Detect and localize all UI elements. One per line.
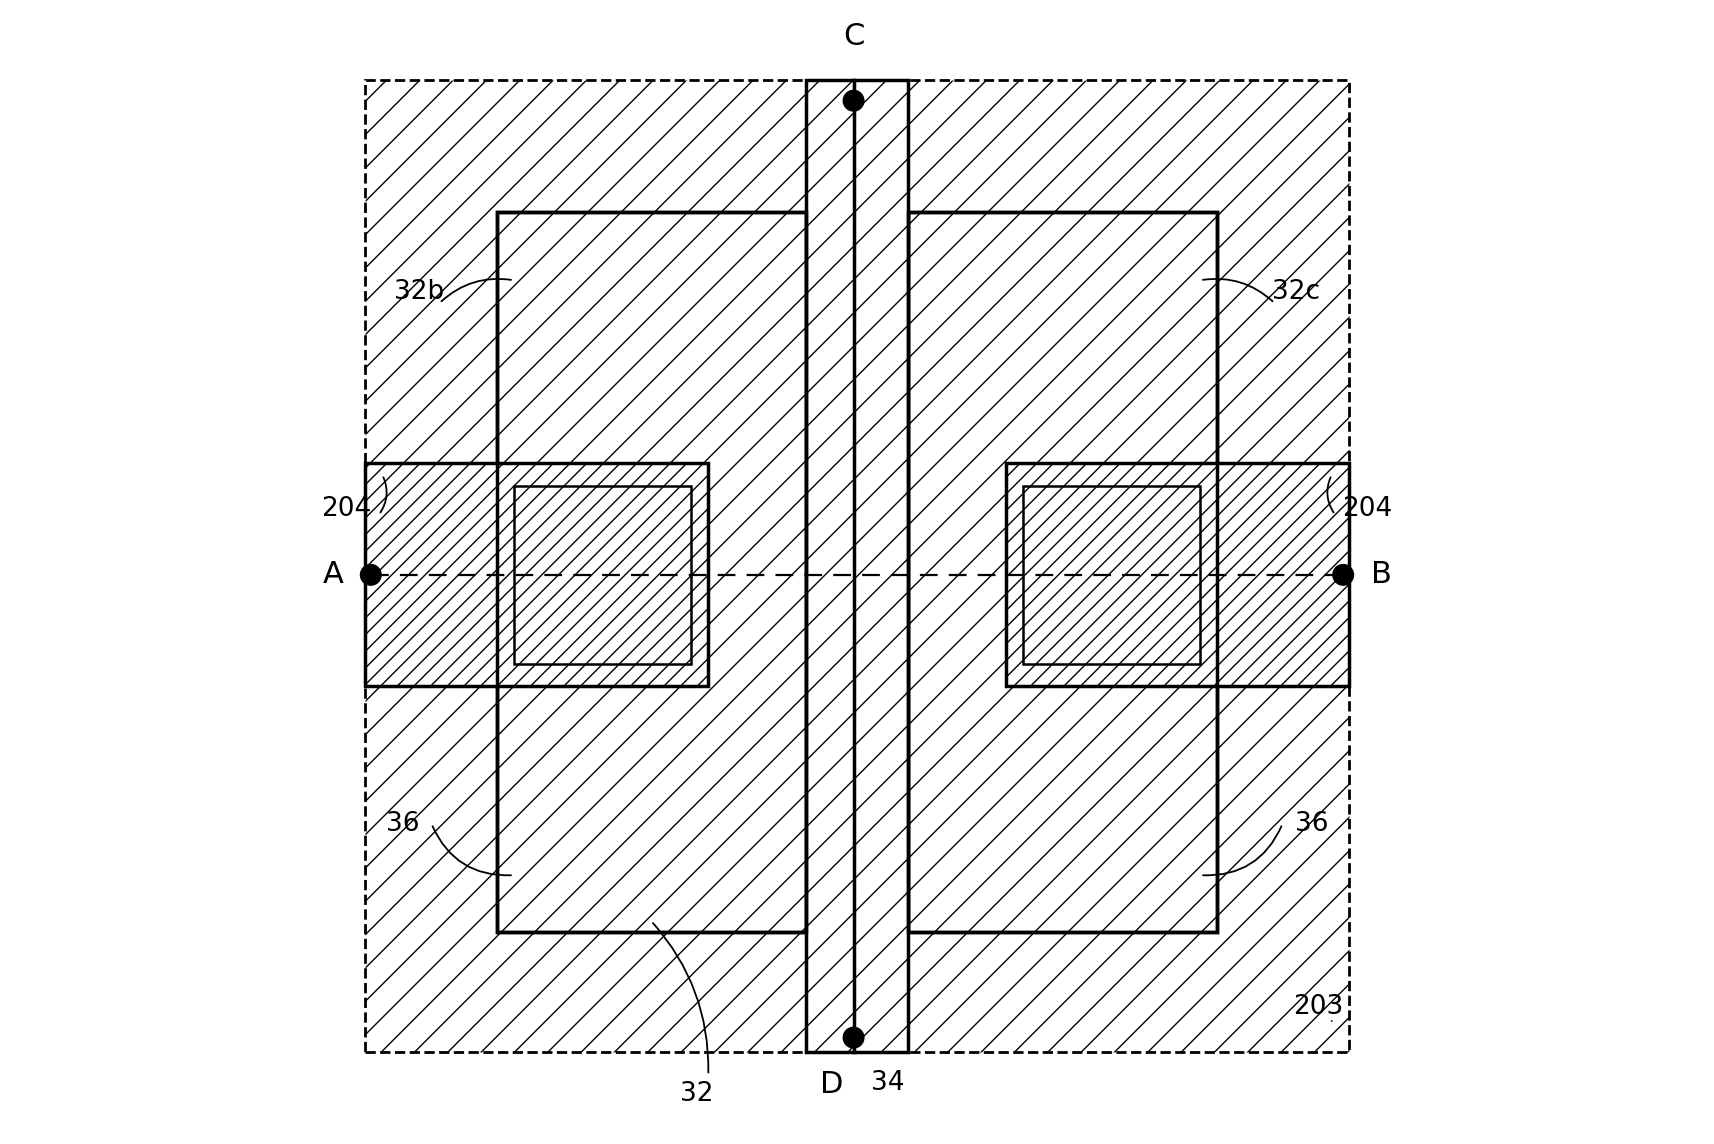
Text: 204: 204 bbox=[1342, 496, 1392, 522]
Text: D: D bbox=[819, 1070, 843, 1098]
Text: 36: 36 bbox=[1294, 811, 1328, 836]
Text: 32c: 32c bbox=[1272, 279, 1320, 304]
Circle shape bbox=[843, 1027, 864, 1048]
Bar bbox=[365, 463, 708, 686]
Text: B: B bbox=[1371, 561, 1392, 589]
Text: 32: 32 bbox=[680, 1081, 713, 1107]
Text: A: A bbox=[322, 561, 343, 589]
Bar bbox=[1006, 463, 1349, 686]
Bar bbox=[497, 212, 806, 932]
Bar bbox=[908, 212, 1217, 932]
Bar bbox=[806, 80, 908, 1052]
Text: 34: 34 bbox=[871, 1070, 905, 1096]
Text: 204: 204 bbox=[322, 496, 372, 522]
Bar bbox=[365, 80, 1349, 1052]
Text: 36: 36 bbox=[386, 811, 420, 836]
Circle shape bbox=[1333, 564, 1354, 586]
Bar bbox=[514, 486, 691, 664]
Text: 32b: 32b bbox=[394, 279, 444, 304]
Circle shape bbox=[843, 90, 864, 111]
Text: 203: 203 bbox=[1292, 994, 1344, 1019]
Bar bbox=[497, 212, 806, 932]
Bar bbox=[908, 212, 1217, 932]
Bar bbox=[1023, 486, 1200, 664]
Circle shape bbox=[360, 564, 381, 586]
Text: C: C bbox=[843, 23, 864, 51]
